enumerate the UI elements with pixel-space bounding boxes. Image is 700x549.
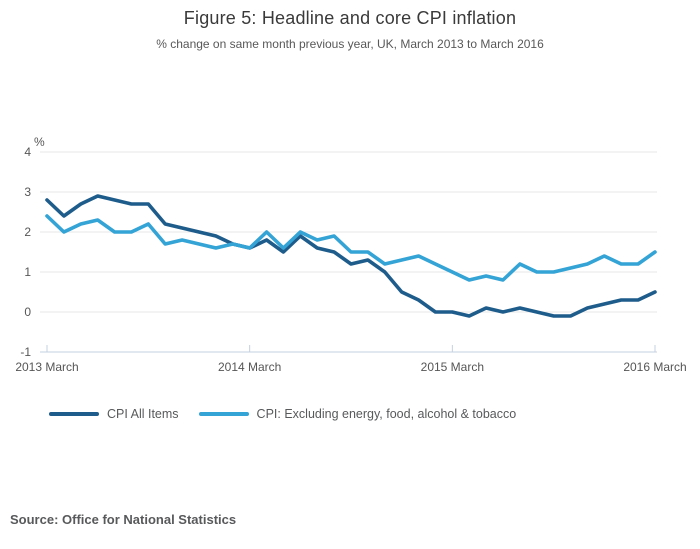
y-axis-tick-label: -1 — [20, 345, 31, 359]
x-axis-tick-label: 2016 March — [623, 360, 686, 374]
legend-item-cpi-all-items[interactable]: CPI All Items — [49, 407, 179, 421]
chart-title: Figure 5: Headline and core CPI inflatio… — [183, 8, 517, 28]
chart-subtitle: % change on same month previous year, UK… — [156, 37, 544, 51]
source-note: Source: Office for National Statistics — [10, 512, 237, 527]
x-axis-tick-label: 2015 March — [421, 360, 484, 374]
y-axis-tick-label: 4 — [24, 145, 31, 159]
legend-label: CPI: Excluding energy, food, alcohol & t… — [256, 407, 517, 421]
legend-swatch-cpi-all-items — [49, 412, 99, 416]
x-axis-tick-label: 2013 March — [15, 360, 78, 374]
legend-item-cpi-core[interactable]: CPI: Excluding energy, food, alcohol & t… — [198, 407, 517, 421]
legend: CPI All Items CPI: Excluding energy, foo… — [49, 407, 516, 421]
y-axis-unit-label: % — [34, 135, 45, 149]
y-axis-tick-label: 2 — [24, 225, 31, 239]
y-axis-tick-label: 0 — [24, 305, 31, 319]
x-axis-tick-label: 2014 March — [218, 360, 281, 374]
legend-label: CPI All Items — [107, 407, 179, 421]
cpi-line-chart: 4 3 2 1 0 -1% 2013 March 2014 March 2015 March 20… — [15, 135, 686, 374]
y-axis-tick-label: 1 — [24, 265, 31, 279]
series-line-1[interactable] — [45, 214, 657, 282]
legend-swatch-cpi-core — [198, 412, 249, 416]
series-line-0[interactable] — [45, 194, 657, 318]
y-axis-tick-label: 3 — [24, 185, 31, 199]
